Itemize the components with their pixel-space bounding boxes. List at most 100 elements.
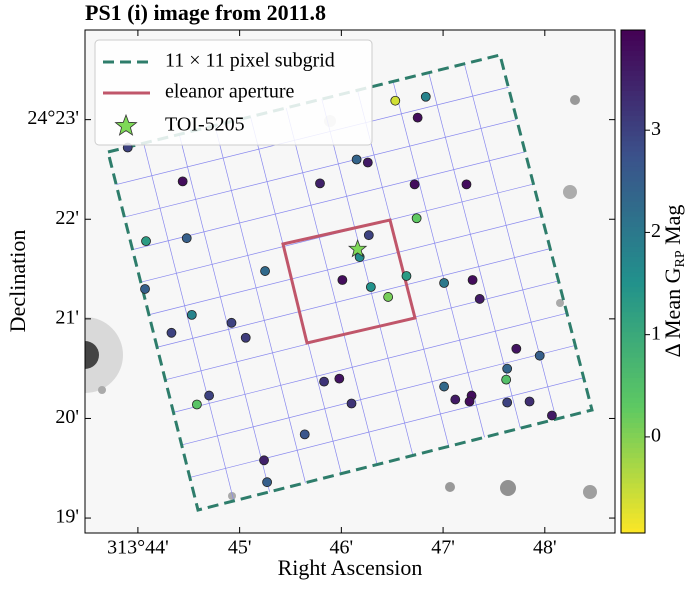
- colorbar-cell: [621, 165, 645, 172]
- colorbar-cell: [621, 55, 645, 61]
- subgrid-line: [178, 134, 270, 492]
- colorbar-cell: [621, 387, 645, 393]
- point: [474, 294, 485, 304]
- colorbar-cell: [621, 120, 645, 127]
- colorbar-cell: [621, 462, 645, 469]
- point: [362, 157, 373, 168]
- y-tick-label: 24°23': [27, 107, 79, 129]
- colorbar-cell: [621, 266, 645, 273]
- colorbar-cell: [621, 507, 645, 514]
- point: [363, 230, 374, 241]
- point: [534, 350, 545, 361]
- subgrid-outline: [106, 53, 594, 512]
- x-tick-label: 47': [431, 537, 455, 559]
- subgrid-line: [214, 125, 306, 483]
- point: [337, 275, 348, 285]
- colorbar-cell: [621, 50, 645, 56]
- colorbar-cell: [621, 185, 645, 192]
- colorbar-cell: [621, 150, 645, 157]
- colorbar-cell: [621, 195, 645, 202]
- colorbar-cell: [621, 145, 645, 152]
- colorbar-cell: [621, 447, 645, 454]
- colorbar-cell: [621, 367, 645, 373]
- point: [299, 429, 310, 440]
- point: [204, 390, 215, 401]
- point: [334, 373, 345, 384]
- point: [461, 179, 472, 190]
- points: [122, 91, 557, 488]
- point: [450, 394, 461, 405]
- colorbar-label-end: Mag: [660, 205, 685, 251]
- colorbar-cell: [621, 452, 645, 459]
- point: [346, 398, 357, 409]
- colorbar-cell: [621, 487, 645, 494]
- point: [259, 455, 269, 466]
- colorbar-cell: [621, 90, 645, 96]
- colorbar-cell: [621, 95, 645, 102]
- point: [192, 399, 202, 410]
- point: [439, 278, 449, 288]
- colorbar-cell: [621, 291, 645, 298]
- colorbar-cell: [621, 372, 645, 378]
- colorbar-cell: [621, 397, 645, 403]
- colorbar-cell: [621, 321, 645, 328]
- colorbar-cell: [621, 110, 645, 117]
- colorbar-label-main: Δ Mean G: [660, 267, 685, 357]
- point: [502, 397, 513, 408]
- colorbar-cell: [621, 105, 645, 112]
- colorbar-cell: [621, 60, 645, 66]
- colorbar-cell: [621, 457, 645, 464]
- colorbar-cell: [621, 492, 645, 499]
- point: [511, 343, 522, 354]
- point: [365, 282, 376, 292]
- colorbar-cell: [621, 497, 645, 504]
- colorbar-cell: [621, 502, 645, 509]
- colorbar-cell: [621, 482, 645, 489]
- plot-frame: [84, 29, 616, 534]
- subgrid-line: [157, 248, 551, 348]
- colorbar-cell: [621, 201, 645, 207]
- subgrid-line: [392, 81, 485, 438]
- point: [181, 233, 192, 244]
- colorbar-cell: [621, 346, 645, 353]
- colorbar-cell: [621, 251, 645, 257]
- colorbar-cell: [621, 527, 645, 534]
- colorbar-cell: [621, 341, 645, 348]
- colorbar-label-sub: RP: [673, 250, 686, 267]
- subgrid-line: [143, 143, 235, 501]
- colorbar-cell: [621, 226, 645, 232]
- aperture: [281, 218, 417, 345]
- subgrid-line: [321, 99, 414, 456]
- colorbar-cell: [621, 130, 645, 137]
- colorbar-cell: [621, 412, 645, 418]
- legend-label: 11 × 11 pixel subgrid: [165, 50, 335, 72]
- point: [411, 213, 422, 224]
- subgrid-line: [189, 377, 584, 478]
- legend-label: eleanor aperture: [165, 81, 294, 103]
- colorbar-cell: [621, 100, 645, 107]
- colorbar-cell: [621, 417, 645, 423]
- colorbar-cell: [621, 211, 645, 217]
- colorbar-cell: [621, 40, 645, 46]
- colorbar-cell: [621, 427, 645, 433]
- colorbar-cell: [621, 442, 645, 449]
- point: [383, 292, 394, 302]
- colorbar-cell: [621, 326, 645, 333]
- y-tick-label: 19': [55, 506, 79, 528]
- colorbar-cell: [621, 512, 645, 519]
- point: [260, 266, 270, 276]
- target-star: [348, 238, 368, 258]
- colorbar-cell: [621, 85, 645, 91]
- point: [166, 327, 177, 338]
- point: [315, 178, 325, 189]
- point: [240, 332, 251, 343]
- colorbar-cell: [621, 236, 645, 242]
- colorbar-cell: [621, 65, 645, 71]
- legend: 11 × 11 pixel subgrid eleanor aperture T…: [94, 39, 373, 146]
- colorbar-cell: [621, 175, 645, 182]
- point: [390, 95, 401, 106]
- point: [524, 396, 535, 407]
- legend-label: TOI-5205: [165, 114, 245, 136]
- y-axis-label: Declination: [5, 230, 30, 333]
